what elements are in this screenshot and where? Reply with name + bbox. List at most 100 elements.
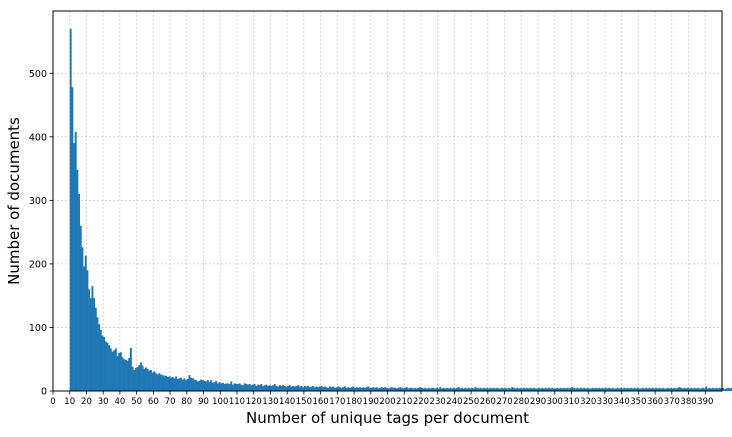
bar [370, 387, 373, 391]
bar [447, 388, 450, 391]
bar [367, 386, 370, 391]
bar [352, 386, 355, 391]
bar [474, 387, 477, 391]
bar [476, 387, 479, 391]
bar [613, 388, 616, 391]
bar [663, 388, 666, 391]
bar [126, 361, 129, 391]
bar [151, 372, 154, 391]
bar [220, 383, 223, 391]
bar [422, 388, 425, 391]
bar [131, 366, 134, 391]
bar [119, 352, 122, 391]
bar [327, 387, 330, 391]
bar [205, 381, 208, 391]
bar [208, 382, 211, 391]
bar [420, 387, 423, 391]
bar [270, 385, 273, 391]
bar [628, 388, 631, 391]
bar [718, 387, 721, 391]
bar [467, 387, 470, 391]
bar [170, 377, 172, 391]
bar [188, 375, 191, 391]
bar [549, 388, 552, 391]
x-tick-label: 210 [396, 397, 412, 407]
bar [703, 388, 706, 391]
bar [150, 370, 152, 391]
bar [638, 388, 641, 391]
bar [680, 387, 683, 391]
bar [462, 388, 465, 391]
y-tick-label: 0 [41, 387, 47, 398]
bar [492, 387, 495, 391]
bar [355, 387, 358, 391]
bar [215, 380, 218, 391]
bar [344, 386, 346, 391]
x-tick-label: 180 [346, 397, 362, 407]
x-tick-label: 230 [430, 397, 446, 407]
bar [288, 385, 291, 391]
x-tick-label: 60 [148, 397, 159, 407]
bar [123, 359, 126, 391]
bar [397, 387, 400, 391]
bar [79, 225, 82, 391]
bar [449, 387, 452, 391]
bar [216, 383, 219, 391]
bar [405, 387, 408, 391]
bar [198, 380, 201, 391]
bar [412, 388, 415, 391]
bar [372, 387, 375, 391]
x-axis-ticks: 0 10 20 30 40 50 60 70 80 90 100 110 120 130 140 150 160… [50, 391, 713, 407]
bar [108, 345, 111, 391]
bar [337, 386, 340, 391]
bar [392, 387, 395, 391]
bars [69, 28, 732, 392]
bar [153, 371, 156, 391]
bar [379, 387, 382, 391]
bar [377, 388, 380, 391]
bar [389, 387, 392, 391]
bar [551, 387, 554, 391]
bar [394, 387, 397, 391]
bar [648, 387, 651, 391]
bar [688, 388, 691, 391]
bar [221, 382, 224, 391]
y-tick-label: 300 [29, 196, 47, 207]
bar [293, 386, 296, 391]
bar [354, 387, 356, 391]
bar [541, 387, 544, 391]
bar [280, 385, 283, 391]
bar [643, 388, 646, 391]
bar [160, 374, 162, 391]
x-tick-label: 320 [580, 397, 596, 407]
bar [614, 388, 617, 391]
x-tick-label: 150 [296, 397, 312, 407]
bar [340, 387, 343, 391]
x-tick-label: 0 [50, 397, 55, 407]
bar [723, 389, 726, 391]
bar [223, 384, 226, 391]
bar [226, 383, 229, 391]
bar [315, 386, 318, 391]
bar [631, 388, 634, 391]
x-tick-label: 130 [262, 397, 278, 407]
bar [507, 387, 510, 391]
x-tick-label: 20 [81, 397, 92, 407]
bar [556, 387, 559, 391]
x-tick-label: 380 [680, 397, 696, 407]
bar [727, 387, 729, 391]
bar [693, 387, 696, 391]
bar [231, 384, 234, 391]
bar [596, 388, 599, 391]
bar [278, 385, 281, 391]
bar [201, 380, 204, 391]
x-tick-label: 70 [165, 397, 176, 407]
bar [656, 388, 659, 391]
bar [111, 351, 114, 391]
bar [404, 387, 407, 391]
bar [670, 387, 673, 391]
bar [512, 387, 515, 391]
bar [446, 387, 448, 391]
bar [586, 387, 589, 391]
bar [509, 388, 512, 391]
